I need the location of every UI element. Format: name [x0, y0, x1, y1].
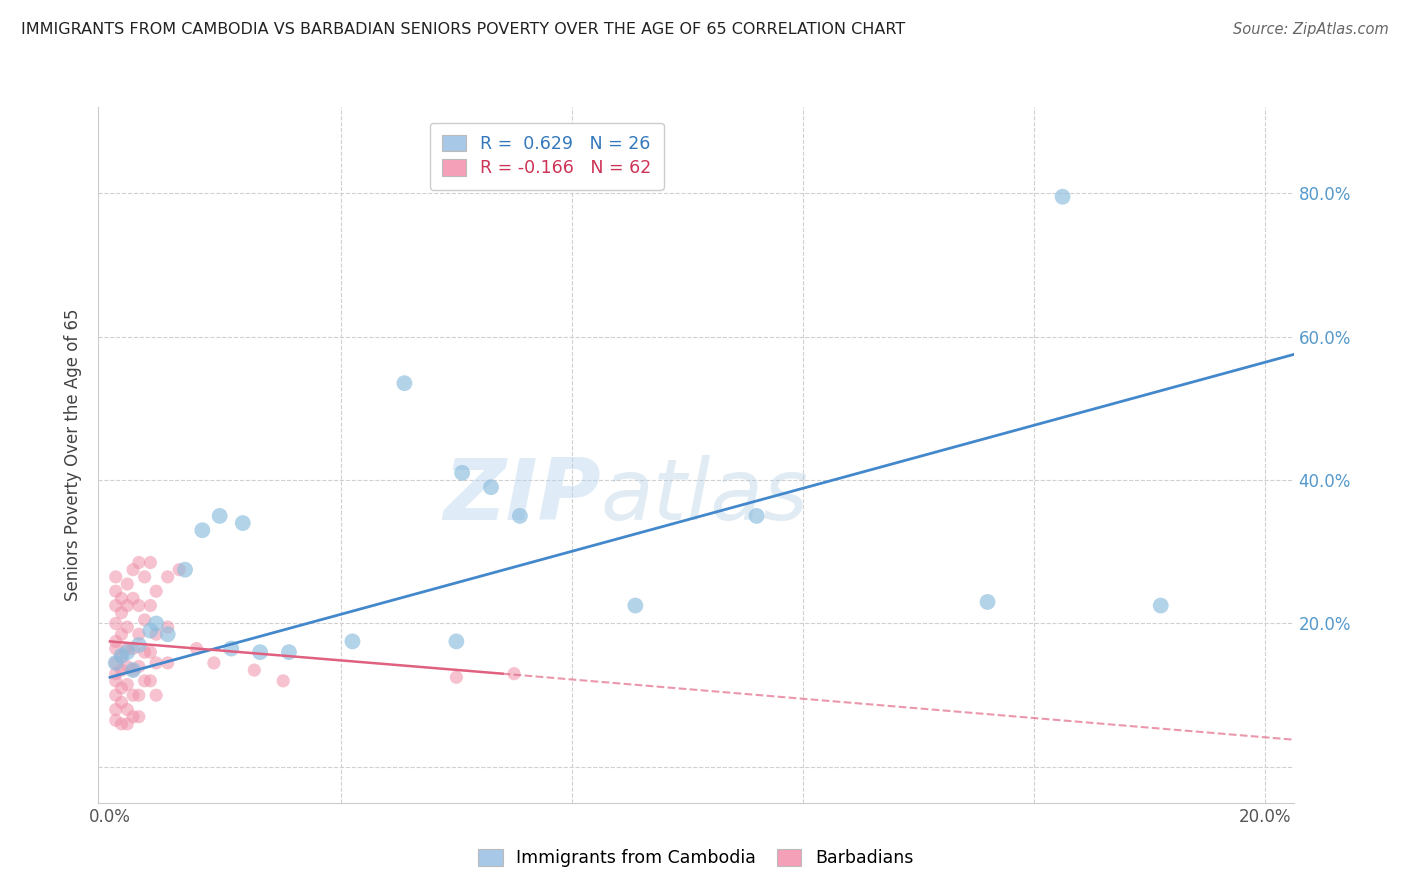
- Point: [122, 663, 145, 677]
- Point: [145, 688, 167, 702]
- Point: [122, 688, 145, 702]
- Point: [219, 641, 242, 656]
- Point: [208, 508, 231, 523]
- Point: [128, 638, 150, 652]
- Point: [128, 627, 150, 641]
- Point: [156, 656, 179, 670]
- Point: [110, 648, 132, 663]
- Point: [139, 673, 162, 688]
- Point: [122, 591, 145, 606]
- Point: [139, 645, 162, 659]
- Point: [104, 570, 127, 584]
- Point: [191, 523, 214, 537]
- Point: [1150, 599, 1173, 613]
- Point: [110, 606, 132, 620]
- Point: [976, 595, 998, 609]
- Point: [1052, 190, 1074, 204]
- Point: [156, 620, 179, 634]
- Point: [745, 508, 768, 523]
- Point: [145, 656, 167, 670]
- Point: [110, 695, 132, 709]
- Point: [117, 645, 139, 659]
- Point: [128, 659, 150, 673]
- Point: [117, 677, 139, 691]
- Point: [128, 710, 150, 724]
- Legend: Immigrants from Cambodia, Barbadians: Immigrants from Cambodia, Barbadians: [471, 842, 921, 874]
- Point: [104, 599, 127, 613]
- Point: [342, 634, 364, 648]
- Point: [104, 688, 127, 702]
- Point: [117, 659, 139, 673]
- Point: [122, 710, 145, 724]
- Point: [104, 641, 127, 656]
- Point: [128, 599, 150, 613]
- Point: [156, 570, 179, 584]
- Point: [446, 634, 468, 648]
- Point: [104, 666, 127, 681]
- Text: ZIP: ZIP: [443, 455, 600, 538]
- Point: [167, 563, 190, 577]
- Point: [104, 702, 127, 716]
- Point: [134, 673, 156, 688]
- Text: IMMIGRANTS FROM CAMBODIA VS BARBADIAN SENIORS POVERTY OVER THE AGE OF 65 CORRELA: IMMIGRANTS FROM CAMBODIA VS BARBADIAN SE…: [21, 22, 905, 37]
- Point: [446, 670, 468, 684]
- Point: [128, 688, 150, 702]
- Point: [104, 656, 127, 670]
- Point: [134, 645, 156, 659]
- Point: [110, 663, 132, 677]
- Point: [117, 717, 139, 731]
- Point: [134, 570, 156, 584]
- Point: [117, 577, 139, 591]
- Point: [104, 714, 127, 728]
- Point: [104, 673, 127, 688]
- Point: [122, 563, 145, 577]
- Point: [624, 599, 647, 613]
- Point: [128, 556, 150, 570]
- Point: [451, 466, 474, 480]
- Point: [122, 663, 145, 677]
- Point: [139, 624, 162, 638]
- Text: atlas: atlas: [600, 455, 808, 538]
- Point: [117, 599, 139, 613]
- Point: [104, 634, 127, 648]
- Point: [503, 666, 526, 681]
- Point: [249, 645, 271, 659]
- Point: [117, 702, 139, 716]
- Point: [104, 656, 127, 670]
- Y-axis label: Seniors Poverty Over the Age of 65: Seniors Poverty Over the Age of 65: [65, 309, 83, 601]
- Point: [479, 480, 502, 494]
- Point: [278, 645, 301, 659]
- Point: [110, 627, 132, 641]
- Point: [117, 641, 139, 656]
- Point: [145, 616, 167, 631]
- Point: [110, 717, 132, 731]
- Point: [117, 620, 139, 634]
- Point: [156, 627, 179, 641]
- Point: [145, 627, 167, 641]
- Point: [110, 591, 132, 606]
- Point: [202, 656, 225, 670]
- Point: [110, 648, 132, 663]
- Point: [139, 599, 162, 613]
- Point: [134, 613, 156, 627]
- Point: [145, 584, 167, 599]
- Point: [232, 516, 254, 530]
- Point: [186, 641, 208, 656]
- Point: [104, 616, 127, 631]
- Text: Source: ZipAtlas.com: Source: ZipAtlas.com: [1233, 22, 1389, 37]
- Point: [110, 681, 132, 695]
- Point: [394, 376, 416, 391]
- Point: [243, 663, 266, 677]
- Point: [174, 563, 197, 577]
- Point: [271, 673, 294, 688]
- Point: [104, 584, 127, 599]
- Point: [139, 556, 162, 570]
- Point: [509, 508, 531, 523]
- Point: [122, 641, 145, 656]
